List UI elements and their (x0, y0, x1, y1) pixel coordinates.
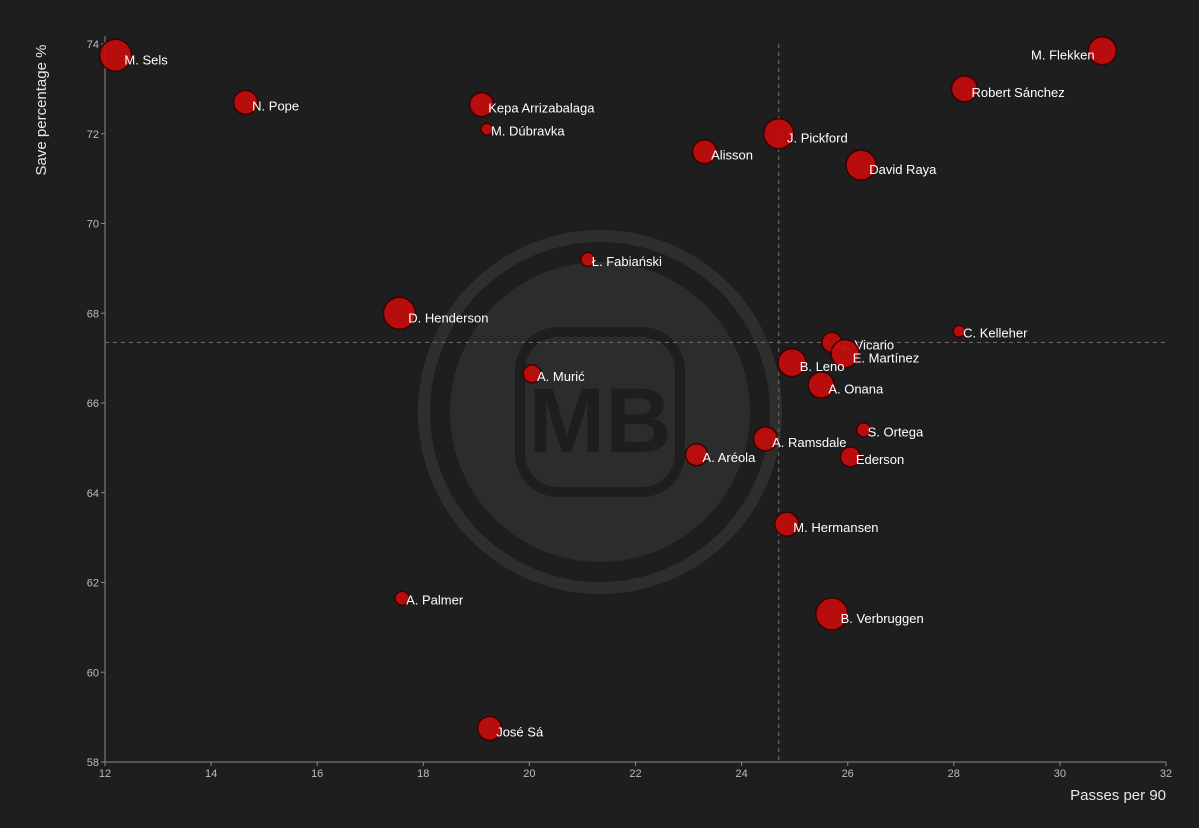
x-tick-label: 22 (629, 768, 641, 780)
point-label: Ł. Fabiański (592, 254, 662, 269)
x-tick-label: 32 (1160, 768, 1172, 780)
point-label: A. Murić (537, 369, 585, 384)
data-point (1087, 35, 1118, 66)
data-point (773, 511, 800, 537)
x-tick-label: 14 (205, 768, 217, 780)
x-tick-label: 12 (99, 768, 111, 780)
axes: 12 14 16 18 20 22 24 26 28 30 32 58 60 62 64 66 68 70 72 74 (87, 36, 1172, 780)
data-point (468, 91, 495, 118)
point-label: N. Pope (252, 98, 299, 113)
y-tick-label: 58 (87, 757, 99, 769)
x-tick-label: 18 (417, 768, 429, 780)
data-point (952, 324, 966, 338)
point-label: B. Leno (800, 359, 845, 374)
data-point (855, 422, 872, 438)
svg-text:MB: MB (528, 370, 671, 472)
data-point (394, 590, 410, 606)
x-axis-title: Passes per 90 (1070, 787, 1166, 804)
data-point (98, 38, 133, 72)
data-point (232, 89, 259, 116)
point-label: José Sá (496, 724, 544, 739)
point-label: M. Flekken (1031, 47, 1095, 62)
point-label: A. Onana (828, 381, 884, 396)
point-label: M. Hermansen (793, 520, 878, 535)
data-point (777, 347, 807, 378)
y-tick-label: 68 (87, 308, 99, 320)
y-tick-label: 64 (87, 488, 99, 500)
points-layer: M. Sels N. Pope Kepa Arrizabalaga M. Dúbrav… (98, 35, 1118, 742)
x-tick-label: 28 (948, 768, 960, 780)
data-point (815, 597, 849, 631)
data-point (762, 118, 795, 150)
y-tick-label: 74 (87, 39, 99, 51)
point-label: C. Kelleher (963, 326, 1028, 341)
y-axis-title: Save percentage % (33, 45, 50, 176)
watermark-logo: MB (418, 230, 782, 594)
reference-lines (105, 44, 1166, 762)
point-label: B. Verbruggen (841, 611, 924, 626)
data-point (684, 442, 709, 467)
point-label: A. Aréola (703, 450, 757, 465)
x-tick-label: 30 (1054, 768, 1066, 780)
y-tick-label: 60 (87, 667, 99, 679)
data-point (480, 122, 494, 137)
y-tick-label: 72 (87, 129, 99, 141)
y-tick-label: 66 (87, 398, 99, 410)
data-point (807, 371, 835, 399)
point-label: A. Palmer (406, 593, 464, 608)
data-point (476, 715, 503, 742)
x-tick-label: 26 (842, 768, 854, 780)
x-tick-label: 16 (311, 768, 323, 780)
point-label: D. Henderson (408, 311, 488, 326)
point-label: Kepa Arrizabalaga (488, 101, 595, 116)
point-label: Ederson (856, 452, 904, 467)
data-point (830, 338, 860, 369)
point-label: Alisson (711, 148, 753, 163)
data-point (522, 364, 542, 384)
data-point (580, 251, 596, 268)
point-label: E. Martínez (853, 350, 919, 365)
point-label: M. Sels (124, 52, 168, 67)
data-point (845, 149, 877, 181)
point-label: J. Pickford (787, 131, 848, 146)
data-point (839, 446, 862, 468)
data-point (382, 296, 417, 330)
point-label: Robert Sánchez (972, 85, 1065, 100)
point-label: A. Ramsdale (772, 435, 846, 450)
point-label: S. Ortega (868, 424, 924, 439)
y-tick-label: 62 (87, 578, 99, 590)
data-point (752, 426, 779, 452)
x-tick-label: 24 (735, 768, 747, 780)
data-point (950, 75, 979, 103)
x-tick-label: 20 (523, 768, 535, 780)
y-tick-label: 70 (87, 219, 99, 231)
point-label: David Raya (869, 162, 937, 177)
data-point (691, 138, 718, 165)
point-label: M. Dúbravka (491, 124, 565, 139)
